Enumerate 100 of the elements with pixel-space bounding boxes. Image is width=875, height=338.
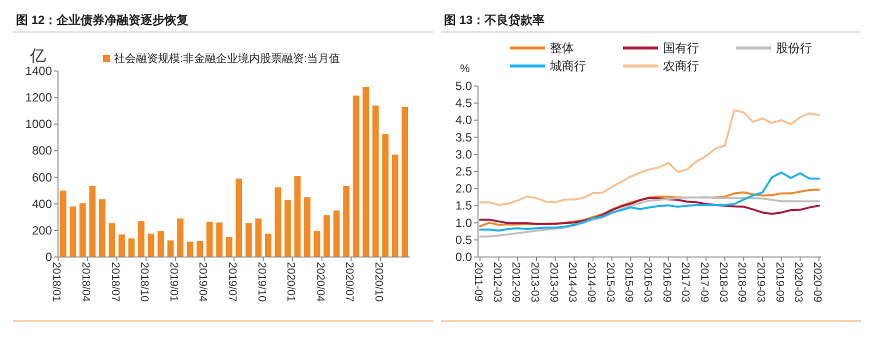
bar xyxy=(245,223,252,257)
line-series xyxy=(479,109,820,206)
legend-label: 社会融资规模:非金融企业境内股票融资:当月值 xyxy=(114,52,340,65)
y-tick-label: 200 xyxy=(32,223,52,238)
x-tick-label: 2016-09 xyxy=(660,262,672,302)
bar xyxy=(236,178,242,257)
y-tick-label: 400 xyxy=(32,196,52,211)
bar xyxy=(343,186,350,257)
y-tick-label: 600 xyxy=(32,170,52,184)
y-tick-label: 4.5 xyxy=(455,96,472,110)
line-series xyxy=(479,188,820,228)
bar xyxy=(128,238,135,257)
bar xyxy=(294,176,301,257)
bar xyxy=(148,234,154,257)
bar xyxy=(138,221,144,257)
y-tick-label: 0 xyxy=(45,250,52,264)
x-tick-label: 2018/07 xyxy=(108,262,121,302)
bar xyxy=(60,190,66,257)
x-tick-label: 2018-09 xyxy=(736,262,748,302)
x-tick-label: 2019-09 xyxy=(773,262,786,302)
bar xyxy=(158,231,164,257)
x-tick-label: 2019/10 xyxy=(255,262,268,302)
x-tick-label: 2018-03 xyxy=(716,262,729,302)
bar xyxy=(265,234,272,257)
bar xyxy=(79,203,86,257)
line-series xyxy=(479,196,820,238)
legend-label: 城商行 xyxy=(549,59,586,73)
x-tick-label: 2020/07 xyxy=(343,262,356,302)
bar xyxy=(118,234,125,257)
line-series xyxy=(479,196,820,225)
bar xyxy=(89,186,96,257)
chart-title: 图 13：不良贷款率 xyxy=(444,13,545,27)
bar xyxy=(314,231,320,257)
x-tick-label: 2013-09 xyxy=(547,262,560,302)
y-tick-label: 5.0 xyxy=(455,79,472,93)
x-tick-label: 2020-09 xyxy=(811,262,823,302)
x-tick-label: 2011-09 xyxy=(472,262,484,302)
bar xyxy=(372,106,379,257)
bar xyxy=(402,106,408,257)
bar xyxy=(196,241,203,257)
y-tick-label: 800 xyxy=(32,144,52,158)
x-tick-label: 2018/10 xyxy=(138,262,150,302)
y-tick-label: 2.0 xyxy=(455,182,472,196)
bar xyxy=(167,240,174,257)
bar xyxy=(70,206,76,257)
y-tick-label: 2.5 xyxy=(455,164,472,178)
y-tick-label: 1.0 xyxy=(455,216,472,230)
y-tick-label: 0.0 xyxy=(455,250,472,264)
x-tick-label: 2020/04 xyxy=(314,262,326,302)
bar xyxy=(382,134,389,257)
bar xyxy=(362,86,369,257)
bar xyxy=(284,200,291,257)
x-tick-label: 2018/01 xyxy=(50,262,62,302)
bar xyxy=(392,154,398,257)
bar xyxy=(206,222,213,257)
x-tick-label: 2019-03 xyxy=(754,262,766,302)
bar xyxy=(324,215,330,257)
x-tick-label: 2019/07 xyxy=(226,262,238,302)
x-tick-label: 2012-09 xyxy=(510,262,522,302)
y-tick-label: 4.0 xyxy=(455,113,472,128)
bar xyxy=(304,197,310,257)
bar xyxy=(352,96,360,257)
x-tick-label: 2014-09 xyxy=(585,262,597,302)
x-tick-label: 2015-09 xyxy=(622,262,635,302)
y-axis-title: % xyxy=(460,63,470,75)
y-tick-label: 3.0 xyxy=(455,147,472,162)
x-tick-label: 2015-03 xyxy=(604,262,616,302)
x-tick-label: 2014-03 xyxy=(566,262,578,302)
x-tick-label: 2020/01 xyxy=(284,262,297,302)
x-tick-label: 2012-03 xyxy=(490,262,503,302)
bar xyxy=(177,218,184,257)
legend-label: 股份行 xyxy=(776,41,812,55)
y-axis-title: 亿 xyxy=(29,48,46,65)
x-tick-label: 2018/04 xyxy=(80,262,92,302)
y-tick-label: 1400 xyxy=(25,64,52,78)
x-tick-label: 2020-03 xyxy=(792,262,804,302)
y-tick-label: 1000 xyxy=(25,117,52,132)
legend-label: 农商行 xyxy=(663,59,699,73)
bar xyxy=(274,187,282,257)
x-tick-label: 2020/10 xyxy=(372,262,384,302)
bar xyxy=(186,242,194,257)
bar xyxy=(226,237,232,257)
line-series xyxy=(479,172,820,232)
legend-label: 整体 xyxy=(550,41,574,55)
x-tick-label: 2017-03 xyxy=(679,262,692,302)
x-tick-label: 2013-03 xyxy=(528,262,540,302)
legend-label: 国有行 xyxy=(663,41,699,55)
y-tick-label: 3.5 xyxy=(455,130,472,144)
bar xyxy=(216,222,223,257)
x-tick-label: 2019/04 xyxy=(196,262,209,302)
x-tick-label: 2016-03 xyxy=(642,262,654,302)
bar xyxy=(255,218,262,257)
y-tick-label: 1200 xyxy=(25,90,52,105)
x-tick-label: 2019/01 xyxy=(167,262,180,302)
y-tick-label: 1.5 xyxy=(455,198,472,213)
chart-title: 图 12：企业债券净融资逐步恢复 xyxy=(16,13,189,27)
bar xyxy=(333,210,340,257)
y-tick-label: 0.5 xyxy=(455,232,472,247)
x-tick-label: 2017-09 xyxy=(698,262,710,302)
bar xyxy=(99,199,106,257)
